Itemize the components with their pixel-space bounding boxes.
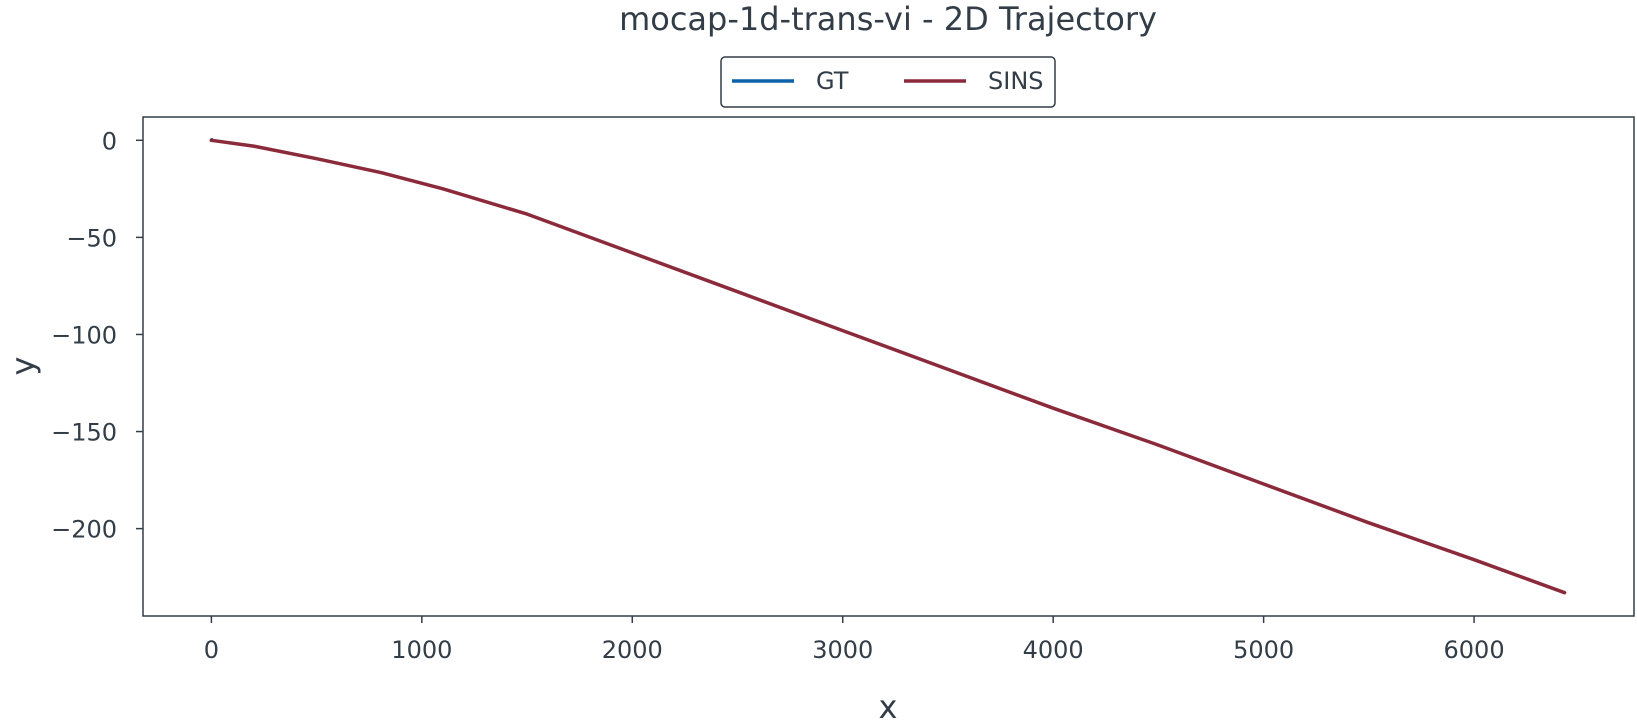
x-tick-label: 5000 [1233,636,1294,664]
x-axis: 0 1000 2000 3000 4000 5000 6000 [204,616,1505,664]
x-tick-label: 2000 [602,636,663,664]
plot-frame [142,116,1635,617]
series-line-sins [209,138,1567,595]
y-tick-label: −50 [66,224,117,252]
y-tick-label: −150 [51,419,117,447]
x-axis-label: x [879,688,898,726]
legend-box [720,56,1056,108]
x-tick-label: 3000 [812,636,873,664]
x-tick-label: 6000 [1444,636,1505,664]
y-tick-label: −100 [51,321,117,349]
series-layer [209,137,1567,595]
legend-label-gt: GT [816,67,849,95]
chart-title: mocap-1d-trans-vi - 2D Trajectory [619,0,1157,38]
legend: GT SINS [720,56,1056,108]
legend-label-sins: SINS [988,67,1044,95]
x-tick-label: 4000 [1023,636,1084,664]
x-tick-label: 1000 [391,636,452,664]
y-axis: 0 −50 −100 −150 −200 [51,127,143,544]
x-tick-label: 0 [204,636,219,664]
y-tick-label: 0 [102,127,117,155]
y-tick-label: −200 [51,516,117,544]
y-axis-label: y [4,357,42,376]
